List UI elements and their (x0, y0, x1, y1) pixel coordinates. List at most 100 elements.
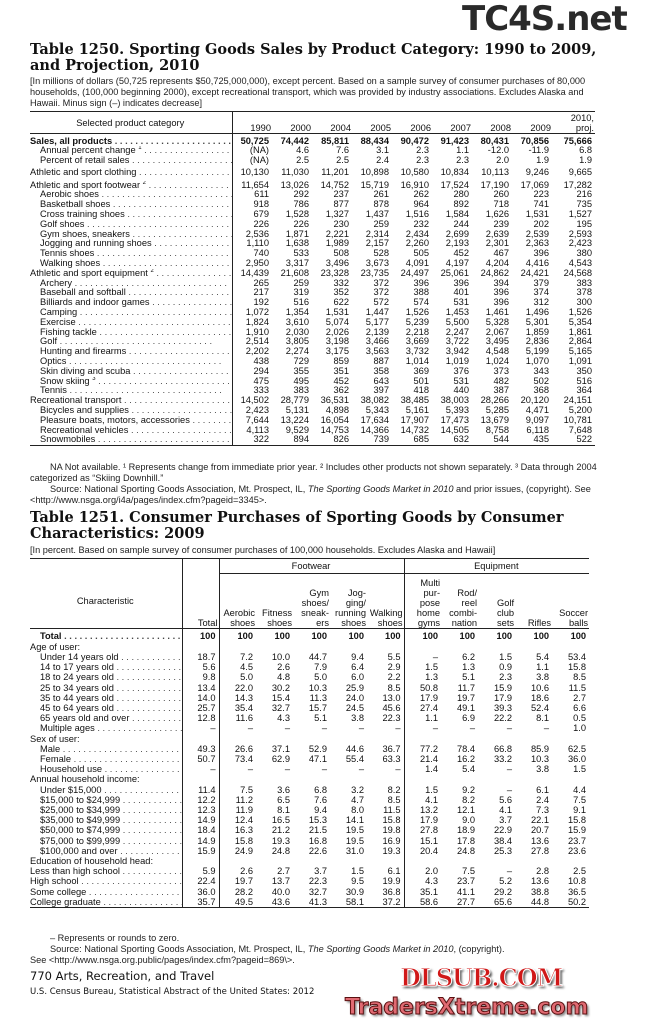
cell-value: 401 (453, 288, 469, 298)
row-label: Less than high school . . . . . . . . . … (30, 866, 183, 877)
cell-value: 38.4 (493, 835, 513, 846)
row-label-text: Skin diving and scuba (40, 366, 131, 376)
cell-value: 1,824 (245, 317, 269, 327)
row-label-text: Annual household income: (30, 774, 140, 785)
leader-dots: . . . . . . . . . . . . . . . . . . . . … (116, 692, 182, 703)
cell-value: – (358, 764, 364, 775)
cell-value: 4.6 (296, 146, 309, 156)
cell-value: 343 (533, 366, 549, 376)
cell-value: 35.1 (419, 886, 439, 897)
cell-value: 8.5 (573, 672, 587, 683)
table-row: Archery . . . . . . . . . . . . . . . . … (30, 278, 595, 289)
row-label-text: 65 years old and over (40, 713, 130, 724)
cell-value (441, 774, 478, 784)
cell-value: 19.3 (367, 845, 405, 856)
table-row: $25,000 to $34,999 . . . . . . . . . . .… (30, 804, 589, 816)
cell-value: 5.4 (536, 651, 550, 662)
cell-value: 13.6 (530, 835, 550, 846)
cell-value: 522 (576, 435, 592, 445)
cell-value: 13,224 (280, 415, 309, 425)
cell-value: 16.5 (271, 815, 290, 826)
cell-value: 7.3 (536, 804, 550, 815)
cell-value: 41.3 (308, 896, 327, 907)
cell-value: 52.4 (530, 702, 550, 713)
cell-value: 265 (253, 278, 269, 288)
row-label-text: Female (40, 753, 72, 764)
cell-value: 418 (413, 386, 429, 396)
table-row: $75,000 to $99,999 . . . . . . . . . . .… (30, 835, 589, 846)
cell-value: 3,805 (285, 337, 309, 347)
cell-value: 28.2 (234, 886, 253, 897)
cell-value: 223 (533, 190, 549, 200)
cell-value: 33.2 (493, 753, 513, 764)
cell-value: 300 (576, 298, 592, 308)
cell-value: 5,177 (365, 317, 389, 327)
cell-value: – (506, 764, 513, 775)
cell-value: 2,950 (245, 259, 269, 269)
cell-value: 239 (493, 219, 509, 229)
cell-value: 355 (293, 366, 309, 376)
cell-value: 333 (253, 386, 269, 396)
cell-value: 14,439 (240, 268, 269, 278)
cell-value: 1,526 (405, 308, 429, 318)
row-label: Jogging and running shoes . . . . . . . … (30, 239, 233, 250)
cell-value: 1,638 (285, 239, 309, 249)
cell-value: 5.9 (182, 866, 220, 877)
cell-value: 44.7 (308, 651, 327, 662)
cell-value: 53.4 (567, 651, 587, 662)
cell-value: 894 (293, 435, 309, 445)
leader-dots: . . . . . . . . . . . . . . . . . . . . … (116, 682, 182, 693)
cell-value: 438 (253, 357, 269, 367)
cell-value: 312 (533, 298, 549, 308)
cell-value: 14,505 (440, 425, 469, 435)
cell-value: 1.9 (579, 156, 592, 166)
row-label-text: Gym shoes, sneakers (40, 229, 130, 239)
cell-value: 435 (533, 435, 549, 445)
row-label-text: 18 to 24 years old (40, 672, 114, 683)
cell-value: 88,434 (360, 135, 389, 146)
row-label-text: Under 14 years old (40, 651, 119, 662)
cell-value: 19.7 (234, 876, 253, 887)
row-label: Pleasure boats, motors, accessories . . … (30, 415, 233, 426)
table-row: 65 years old and over . . . . . . . . . … (30, 713, 589, 724)
table-row: College graduate . . . . . . . . . . . .… (30, 896, 589, 908)
cell-value: 2,536 (245, 229, 269, 239)
cell-value: 5.2 (499, 876, 513, 887)
table-row: Walking shoes . . . . . . . . . . . . . … (30, 259, 595, 269)
cell-value: 918 (253, 200, 269, 210)
cell-value: 17.8 (456, 835, 476, 846)
cell-value: – (321, 764, 327, 775)
leader-dots: . . . . . . . . . . . . . . . . . . . . … (132, 229, 231, 239)
leader-dots: . . . . . . . . . . . . . . . . . . . . … (144, 146, 231, 156)
cell-value: 13.0 (367, 692, 405, 703)
cell-value: – (367, 764, 405, 775)
cell-value: 4,204 (485, 259, 509, 269)
cell-value: 1,531 (525, 210, 549, 220)
cell-value: 5.0 (240, 672, 253, 683)
cell-value: 49.5 (234, 896, 253, 907)
cell-value: 13.7 (271, 876, 290, 887)
cell-value: 2,314 (365, 229, 389, 239)
cell-value: 10.8 (567, 876, 587, 887)
cell-value: 2,193 (445, 239, 469, 249)
cell-value: 36.8 (367, 886, 405, 897)
cell-value: 13.2 (419, 804, 439, 815)
cell-value: 739 (373, 435, 389, 445)
cell-value: 3,317 (285, 259, 309, 269)
row-label: Golf . . . . . . . . . . . . . . . . . .… (30, 337, 233, 348)
cell-value: 5,239 (405, 317, 429, 327)
row-label: High school . . . . . . . . . . . . . . … (30, 876, 183, 887)
row-label-text: Basketball shoes (40, 200, 111, 210)
leader-dots: . . . . . . . . . . . . . . . . . . . . … (122, 866, 182, 877)
cell-value: 396 (493, 288, 509, 298)
cell-value: 24,862 (480, 268, 509, 278)
cell-value: 1,910 (245, 327, 269, 337)
table-row: $15,000 to $24,999 . . . . . . . . . . .… (30, 794, 589, 805)
cell-value: 23,735 (360, 268, 389, 278)
cell-value: 1,859 (525, 327, 549, 337)
cell-value: 27.4 (419, 702, 439, 713)
cell-value: 10,113 (481, 167, 509, 178)
row-label: Optics . . . . . . . . . . . . . . . . .… (30, 357, 233, 367)
cell-value: 14.3 (234, 692, 253, 703)
row-label-text: Camping (40, 308, 78, 318)
